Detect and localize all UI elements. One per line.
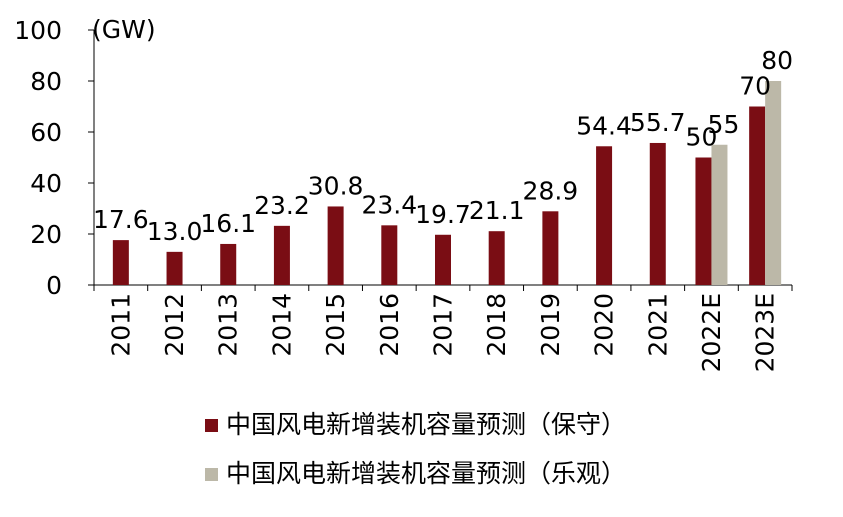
data-label-conservative: 17.6 — [93, 205, 149, 234]
x-tick-label: 2023E — [751, 293, 780, 372]
axes: 0 20 40 60 80 100 2011 2012 2013 2014 2015 2016 2017… — [14, 16, 793, 372]
legend-item-optimistic: 中国风电新增装机容量预测（乐观） — [205, 459, 626, 489]
bar-conservative — [695, 157, 712, 285]
x-tick-label: 2019 — [536, 293, 565, 357]
legend-swatch-optimistic — [205, 468, 218, 481]
data-label-conservative: 54.4 — [576, 111, 632, 140]
data-label-optimistic: 55 — [708, 110, 740, 139]
bar-conservative — [166, 251, 183, 285]
y-tick-label: 100 — [14, 16, 62, 45]
bar-conservative — [112, 240, 129, 285]
data-label-conservative: 21.1 — [469, 196, 525, 225]
x-tick-label: 2016 — [375, 293, 404, 357]
data-label-conservative: 28.9 — [523, 176, 579, 205]
data-label-conservative: 55.7 — [630, 108, 686, 137]
x-tick-label: 2021 — [643, 293, 672, 357]
y-tick-label: 0 — [46, 271, 62, 300]
bar-conservative — [649, 142, 666, 285]
data-labels: 17.613.016.123.230.823.419.721.128.9 54.4… — [93, 46, 793, 246]
bar-conservative — [596, 146, 613, 285]
data-label-conservative: 70 — [739, 72, 771, 101]
data-label-conservative: 30.8 — [308, 171, 364, 200]
x-tick-label: 2020 — [590, 293, 619, 357]
data-label-conservative: 16.1 — [200, 209, 256, 238]
x-tick-label: 2013 — [214, 293, 243, 357]
bar-optimistic — [765, 81, 782, 285]
legend-swatch-conservative — [205, 419, 218, 432]
y-tick-label: 60 — [30, 118, 62, 147]
y-tick-label: 40 — [30, 169, 62, 198]
bar-conservative — [327, 206, 344, 285]
data-label-conservative: 23.4 — [361, 190, 417, 219]
bar-conservative — [542, 211, 559, 285]
y-tick-label: 80 — [30, 67, 62, 96]
data-label-conservative: 19.7 — [415, 200, 471, 229]
x-tick-label: 2014 — [267, 293, 296, 357]
x-tick-label: 2011 — [106, 293, 135, 357]
bar-optimistic — [711, 144, 728, 285]
y-axis-unit-label: (GW) — [92, 15, 156, 44]
x-tick-label: 2015 — [321, 293, 350, 357]
bar-conservative — [749, 106, 766, 285]
bar-conservative — [273, 225, 290, 285]
legend-item-conservative: 中国风电新增装机容量预测（保守） — [205, 410, 626, 440]
data-label-conservative: 50 — [686, 123, 718, 152]
x-tick-label: 2022E — [697, 293, 726, 372]
x-tick-label: 2017 — [429, 293, 458, 357]
bar-conservative — [381, 225, 398, 285]
data-label-optimistic: 80 — [761, 46, 793, 75]
x-tick-label: 2012 — [160, 293, 189, 357]
y-tick-label: 20 — [30, 220, 62, 249]
bars — [112, 81, 782, 285]
legend-label-optimistic: 中国风电新增装机容量预测（乐观） — [226, 459, 627, 488]
legend-label-conservative: 中国风电新增装机容量预测（保守） — [226, 410, 627, 439]
data-label-conservative: 13.0 — [147, 217, 203, 246]
x-tick-label: 2018 — [482, 293, 511, 357]
bar-conservative — [435, 234, 451, 285]
data-label-conservative: 23.2 — [254, 191, 310, 220]
bar-conservative — [220, 243, 237, 285]
bar-conservative — [488, 231, 505, 285]
bar-chart: 0 20 40 60 80 100 2011 2012 2013 2014 2015 2016 2017… — [14, 15, 793, 372]
